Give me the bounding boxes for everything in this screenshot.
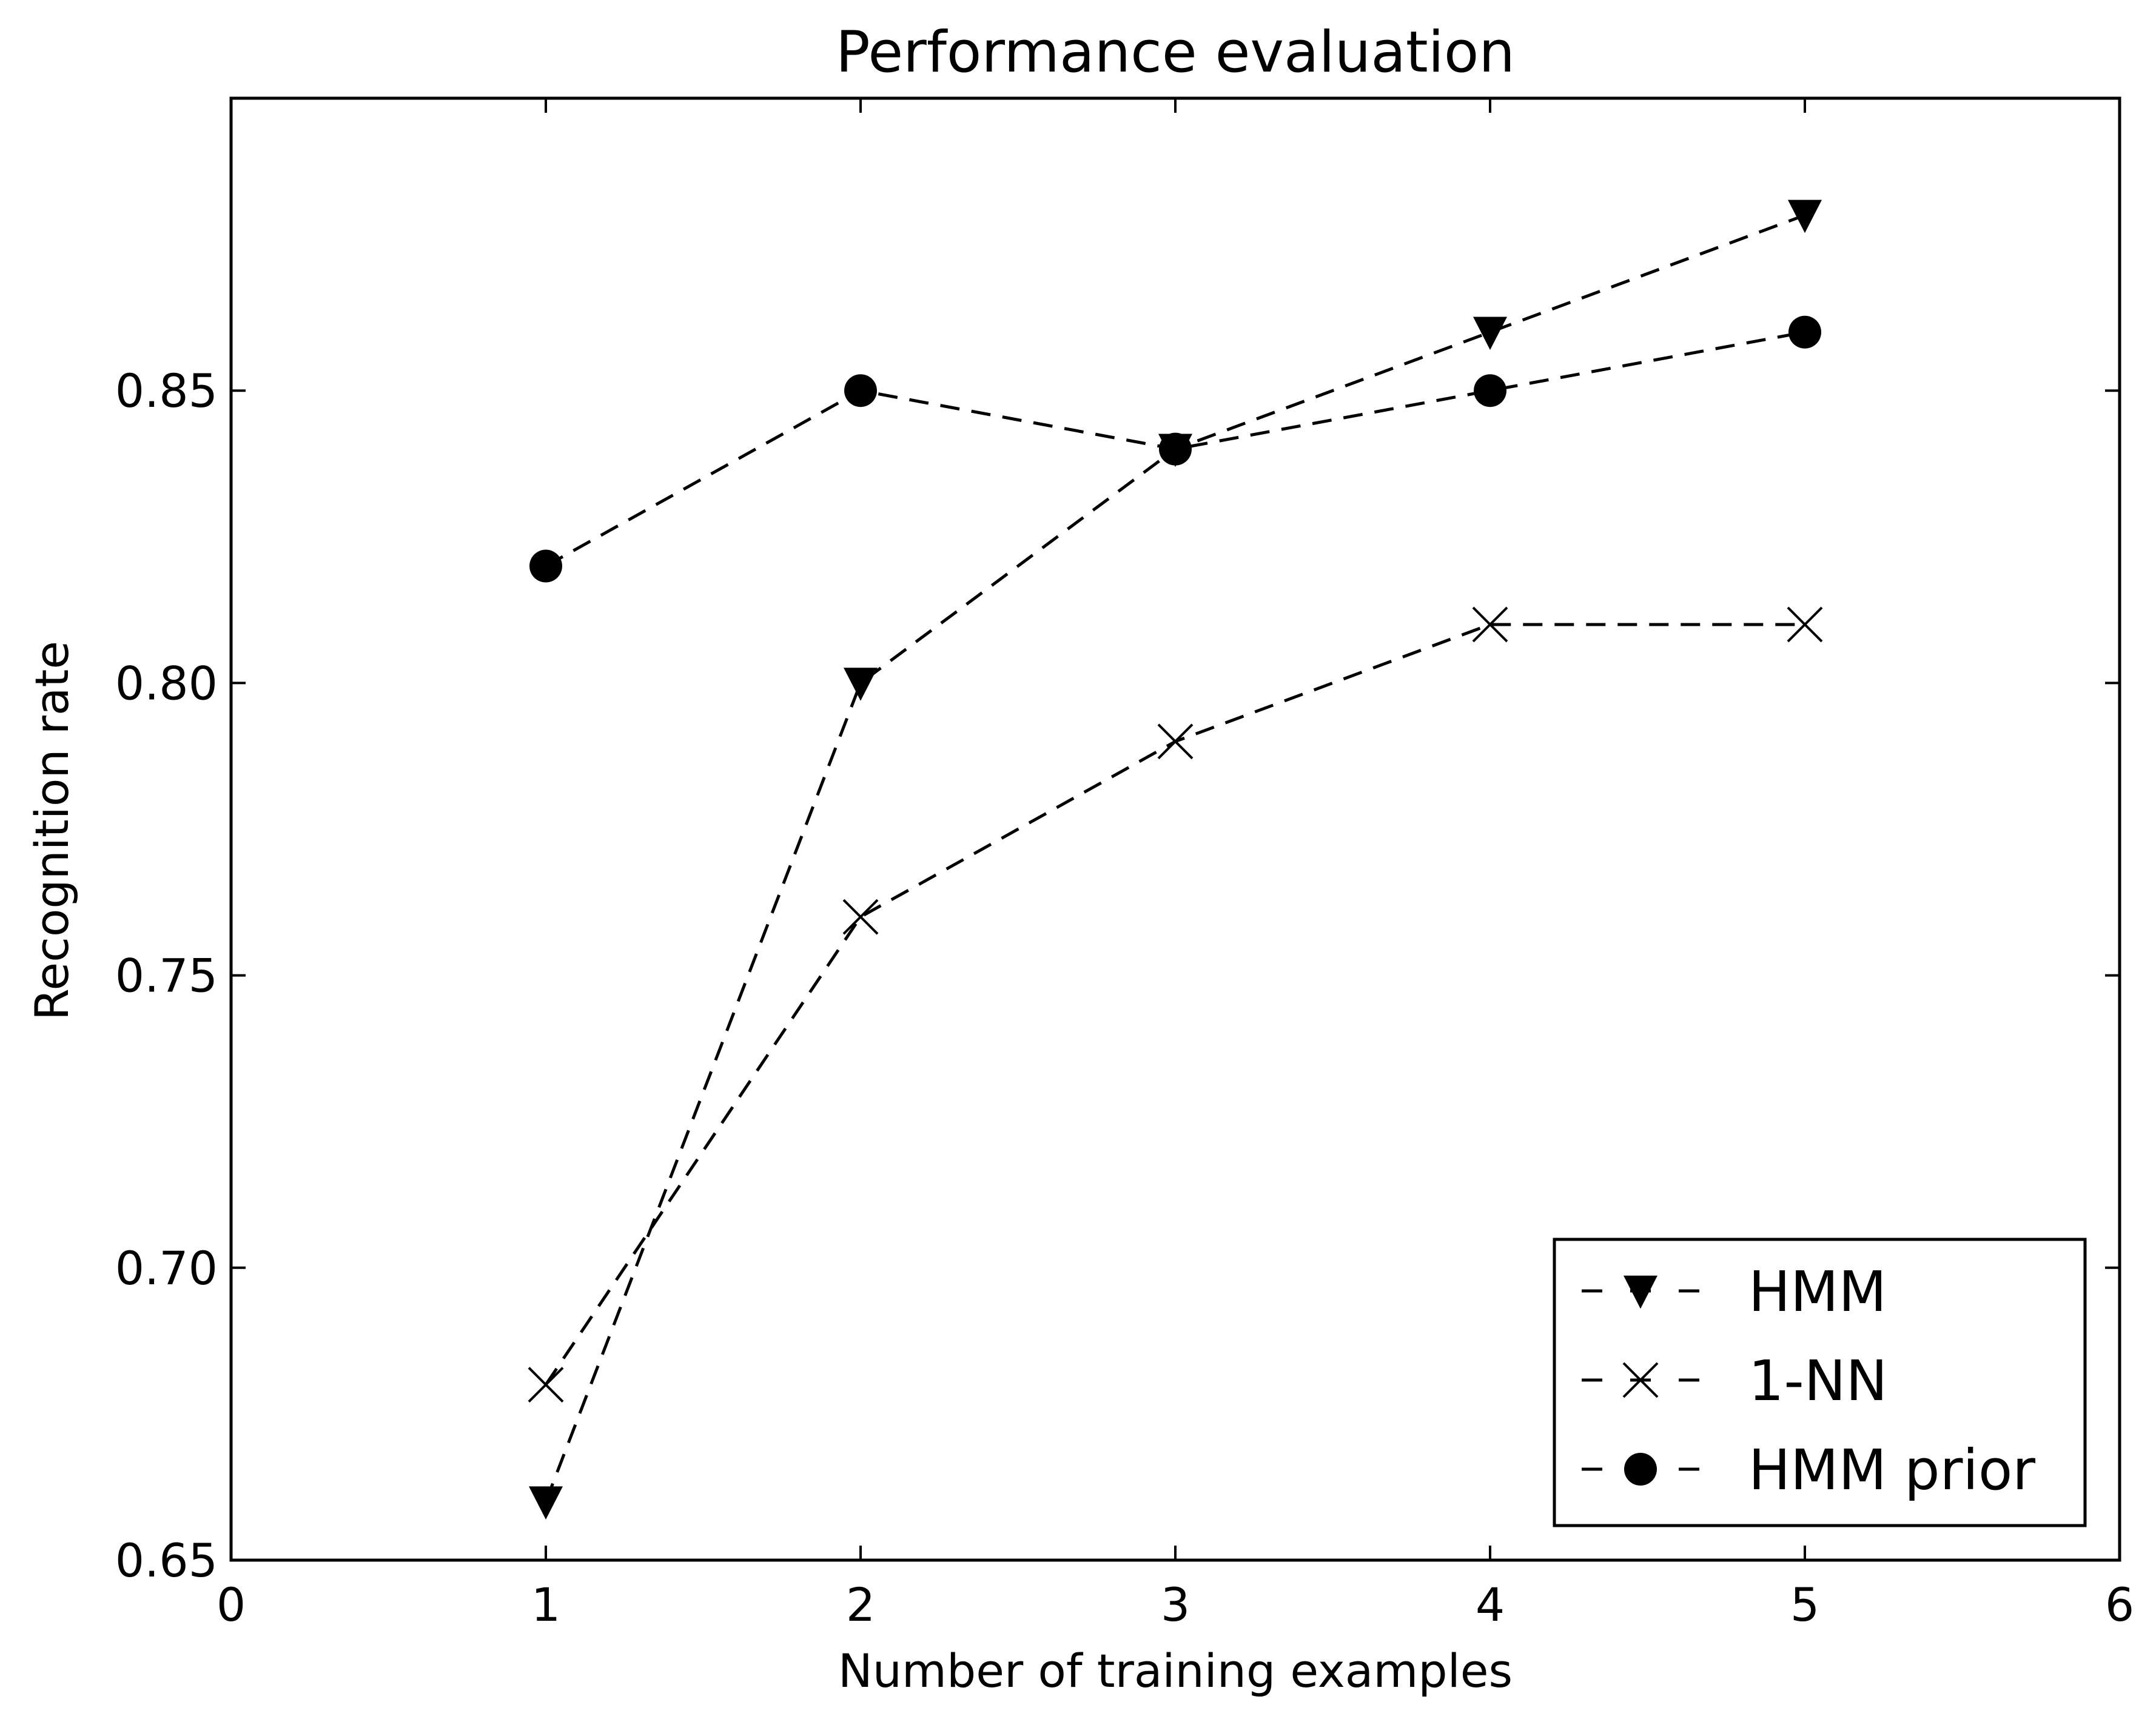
- x-tick-label: 1: [531, 1578, 560, 1632]
- x-tick-label: 5: [1790, 1578, 1819, 1632]
- y-tick-label: 0.75: [115, 949, 218, 1003]
- x-marker: [528, 1367, 564, 1403]
- x-tick-label: 2: [846, 1578, 875, 1632]
- triangle-down-marker: [1473, 317, 1507, 350]
- x-tick-label: 6: [2105, 1578, 2134, 1632]
- x-marker: [1472, 606, 1508, 643]
- chart-title: Performance evaluation: [836, 19, 1515, 85]
- triangle-down-marker: [529, 1486, 563, 1520]
- circle-marker: [529, 549, 562, 583]
- x-marker: [842, 899, 879, 935]
- x-tick-label: 0: [217, 1578, 246, 1632]
- triangle-down-marker: [1788, 199, 1822, 233]
- y-tick-label: 0.80: [115, 656, 218, 710]
- y-tick-label: 0.85: [115, 364, 218, 418]
- plot-frame: [229, 96, 2121, 1562]
- x-marker: [1787, 606, 1823, 643]
- x-tick-label: 3: [1161, 1578, 1190, 1632]
- x-marker: [1622, 1362, 1659, 1398]
- circle-marker: [1624, 1453, 1657, 1486]
- plot-area: 0 1 2 3 4 5 6 0.65 0.70 0.75 0.80 0.85: [115, 96, 2134, 1632]
- legend-label: HMM prior: [1748, 1438, 2035, 1503]
- circle-marker: [1788, 315, 1821, 349]
- circle-marker: [844, 374, 877, 407]
- legend-label: HMM: [1748, 1259, 1887, 1324]
- legend-label: 1-NN: [1748, 1349, 1887, 1413]
- x-axis-label: Number of training examples: [838, 1644, 1513, 1698]
- circle-marker: [1474, 374, 1506, 407]
- triangle-down-marker: [844, 668, 878, 701]
- y-tick-label: 0.70: [115, 1241, 218, 1295]
- x-tick-label: 4: [1476, 1578, 1505, 1632]
- x-marker: [1157, 723, 1194, 760]
- legend: HMM 1-NN HMM prior: [1553, 1238, 2087, 1527]
- triangle-down-marker: [1624, 1275, 1657, 1309]
- y-tick-label: 0.65: [115, 1533, 218, 1587]
- circle-marker: [1159, 432, 1192, 466]
- y-axis-label: Recognition rate: [25, 641, 79, 1020]
